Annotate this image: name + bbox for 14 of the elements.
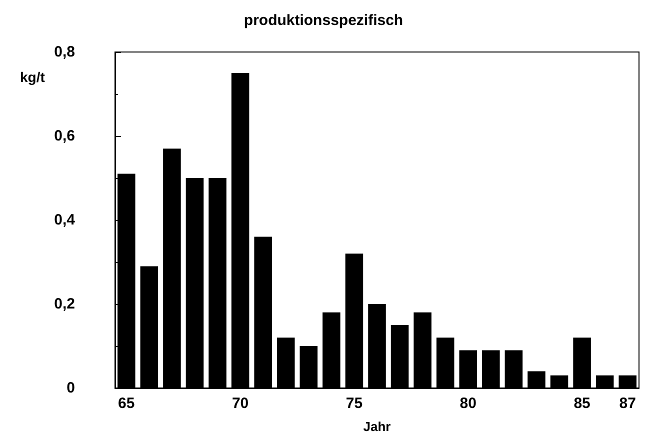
- y-axis-title: kg/t: [20, 69, 46, 85]
- x-tick-label: 87: [619, 395, 636, 412]
- x-tick-label: 70: [232, 395, 249, 412]
- x-tick-label: 75: [346, 395, 363, 412]
- x-tick-label: 85: [574, 395, 590, 412]
- x-tick-label: 80: [460, 395, 476, 412]
- x-tick-label: 65: [118, 395, 135, 412]
- y-tick-label: 0,6: [54, 128, 75, 144]
- chart-title: produktionsspezifisch: [244, 12, 404, 29]
- y-tick-label: 0: [66, 380, 75, 396]
- y-tick-label: 0,4: [54, 212, 76, 228]
- y-tick-label: 0,2: [54, 296, 75, 312]
- y-tick-label: 0,8: [54, 44, 75, 60]
- x-axis-title: Jahr: [363, 419, 391, 434]
